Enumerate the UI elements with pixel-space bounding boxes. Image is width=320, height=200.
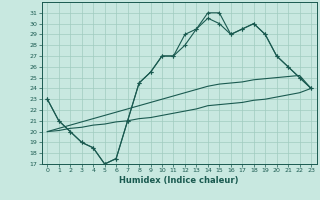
X-axis label: Humidex (Indice chaleur): Humidex (Indice chaleur) [119, 176, 239, 185]
